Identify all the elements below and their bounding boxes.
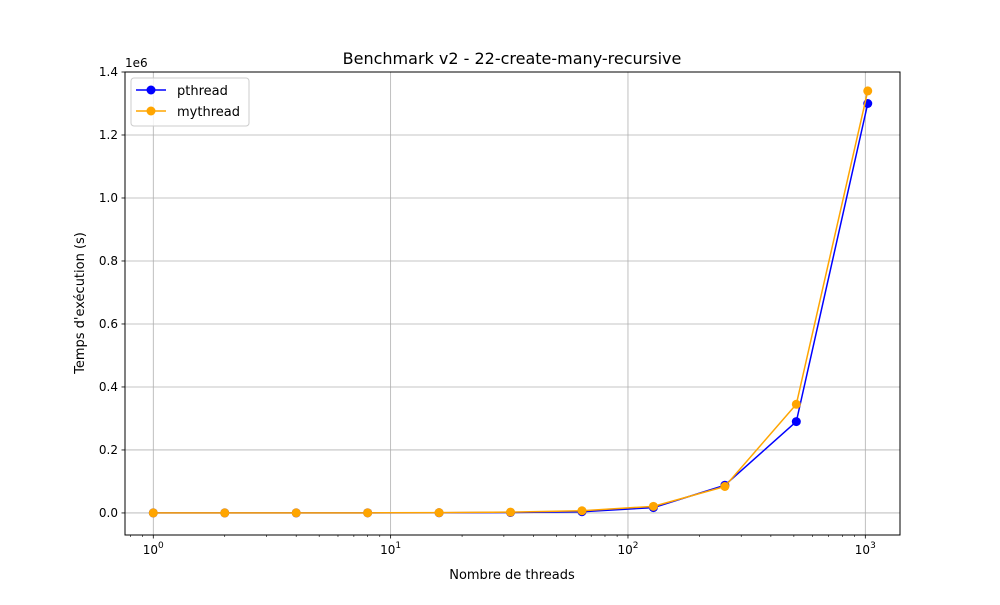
y-tick-label: 0.8 [99, 254, 118, 268]
y-tick-label: 1.2 [99, 128, 118, 142]
data-point-mythread [577, 506, 587, 516]
chart-title: Benchmark v2 - 22-create-many-recursive [343, 49, 682, 68]
x-tick-label: 102 [617, 541, 638, 557]
y-tick-label: 0.2 [99, 443, 118, 457]
y-axis-label: Temps d'exécution (s) [73, 232, 88, 375]
x-tick-label: 100 [143, 541, 164, 557]
x-axis-label: Nombre de threads [449, 568, 575, 583]
data-point-mythread [648, 501, 658, 511]
data-point-pthread [791, 417, 801, 427]
data-point-mythread [434, 508, 444, 518]
legend-label-pthread: pthread [177, 84, 228, 99]
legend-marker-pthread [146, 85, 156, 95]
data-point-mythread [291, 508, 301, 518]
y-tick-label: 0.4 [99, 380, 118, 394]
data-point-mythread [148, 508, 158, 518]
y-tick-label: 1.4 [99, 65, 118, 79]
data-point-mythread [720, 481, 730, 491]
x-tick-label: 103 [855, 541, 876, 557]
data-point-mythread [363, 508, 373, 518]
y-tick-label: 0.6 [99, 317, 118, 331]
y-offset-label: 1e6 [125, 56, 148, 70]
data-point-mythread [506, 507, 516, 517]
y-tick-label: 0.0 [99, 506, 118, 520]
legend-label-mythread: mythread [177, 105, 240, 120]
legend: pthread mythread [130, 77, 250, 127]
data-point-mythread [220, 508, 230, 518]
legend-marker-mythread [146, 106, 156, 116]
ticks: 0.0 0.2 0.4 0.6 0.8 1.0 1.2 1.4 100 101 102 103 [99, 65, 876, 557]
data-point-mythread [791, 399, 801, 409]
y-tick-label: 1.0 [99, 191, 118, 205]
series-layer [148, 86, 873, 518]
plot-frame [124, 71, 901, 536]
data-point-mythread [863, 86, 873, 96]
x-tick-label: 101 [380, 541, 401, 557]
